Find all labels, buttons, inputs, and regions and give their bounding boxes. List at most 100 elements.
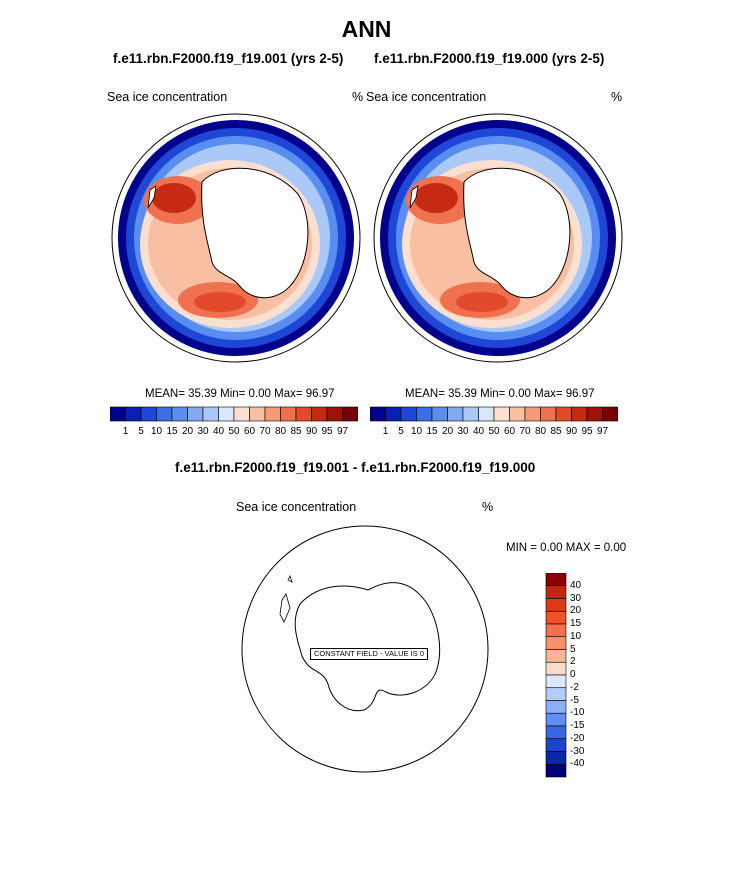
- colorbar-swatch: [509, 406, 526, 422]
- panel-1-stats: MEAN= 35.39 Min= 0.00 Max= 96.97: [145, 388, 335, 400]
- diff-colorbar-swatch: [545, 700, 567, 714]
- colorbar-swatch: [478, 406, 495, 422]
- colorbar-swatch: [524, 406, 541, 422]
- panel-1-colorbar-labels: 1 5 10 15 20 30 40 50 60 70 80 85 90 95 97: [110, 426, 358, 440]
- colorbar-tick-label: 70: [259, 426, 271, 437]
- colorbar-swatch: [540, 406, 557, 422]
- colorbar-tick-label: 20: [441, 426, 454, 437]
- colorbar-tick-label: 85: [290, 426, 302, 437]
- diff-colorbar-tick-label: 0: [570, 669, 576, 680]
- diff-colorbar-tick-label: -5: [570, 694, 579, 706]
- colorbar-tick-label: 40: [212, 426, 225, 437]
- panel-2-variable-label: Sea ice concentration: [366, 90, 487, 104]
- panel-2-stats: MEAN= 35.39 Min= 0.00 Max= 96.97: [405, 388, 595, 400]
- colorbar-tick-label: 30: [197, 426, 209, 437]
- colorbar-swatch: [555, 406, 572, 422]
- colorbar-tick-label: 20: [181, 426, 194, 437]
- diff-colorbar-swatch: [545, 610, 567, 625]
- diff-colorbar-swatch: [545, 573, 567, 587]
- colorbar-tick-label: 95: [581, 426, 593, 437]
- colorbar-swatch: [586, 406, 603, 422]
- colorbar-swatch: [311, 406, 328, 422]
- colorbar-swatch: [264, 406, 281, 422]
- diff-variable-label: Sea ice concentration: [236, 500, 357, 514]
- colorbar-swatch: [187, 406, 204, 422]
- diff-colorbar-swatch: [545, 751, 567, 765]
- diff-colorbar-tick-label: 10: [570, 630, 582, 642]
- page-title: ANN: [341, 16, 392, 42]
- constant-field-note: CONSTANT FIELD - VALUE IS 0: [310, 648, 429, 660]
- colorbar-swatch: [280, 406, 297, 422]
- colorbar-tick-label: 15: [166, 426, 178, 437]
- colorbar-swatch: [171, 406, 188, 422]
- colorbar-tick-label: 95: [321, 426, 333, 437]
- colorbar-tick-label: 1: [122, 426, 129, 437]
- colorbar-swatch: [431, 406, 448, 422]
- colorbar-tick-label: 10: [410, 426, 423, 437]
- colorbar-swatch: [326, 406, 343, 422]
- diff-colorbar-swatch: [545, 585, 567, 599]
- colorbar-tick-label: 1: [382, 426, 389, 437]
- diff-units-label: %: [482, 500, 494, 514]
- colorbar-swatch: [218, 406, 235, 422]
- colorbar-tick-label: 90: [305, 426, 318, 437]
- colorbar-swatch: [370, 406, 386, 422]
- diff-title: f.e11.rbn.F2000.f19_f19.001 - f.e11.rbn.…: [175, 460, 536, 475]
- diff-colorbar-tick-label: 5: [570, 643, 576, 655]
- diff-colorbar-tick-label: -20: [570, 732, 585, 744]
- colorbar-swatch: [400, 406, 417, 422]
- colorbar-tick-label: 10: [150, 426, 163, 437]
- colorbar-tick-label: 30: [457, 426, 469, 437]
- colorbar-swatch: [602, 406, 618, 422]
- colorbar-tick-label: 5: [398, 426, 404, 437]
- panel-1-colorbar: [110, 406, 358, 422]
- diff-colorbar-tick-label: 40: [570, 579, 582, 591]
- colorbar-tick-label: 70: [519, 426, 531, 437]
- colorbar-tick-label: 85: [550, 426, 562, 437]
- panel-1-units-label: %: [352, 90, 364, 104]
- diff-colorbar-swatch: [545, 649, 567, 663]
- colorbar-tick-label: 15: [426, 426, 438, 437]
- panel-2-colorbar: [370, 406, 618, 422]
- colorbar-tick-label: 97: [596, 426, 609, 437]
- panel-2-colorbar-labels: 1 5 10 15 20 30 40 50 60 70 80 85 90 95 97: [370, 426, 618, 440]
- colorbar-tick-label: 40: [472, 426, 485, 437]
- colorbar-swatch: [462, 406, 479, 422]
- colorbar-tick-label: 97: [336, 426, 349, 437]
- diff-colorbar-tick-label: 20: [570, 605, 582, 617]
- diff-colorbar-swatch: [545, 687, 567, 701]
- colorbar-tick-label: 60: [503, 426, 516, 437]
- diff-colorbar: [545, 573, 567, 778]
- diff-colorbar-tick-label: -10: [570, 707, 585, 719]
- colorbar-swatch: [416, 406, 433, 422]
- colorbar-swatch: [110, 406, 126, 422]
- diff-colorbar-swatch: [545, 661, 567, 676]
- colorbar-tick-label: 80: [274, 426, 287, 437]
- colorbar-tick-label: 60: [243, 426, 256, 437]
- diff-minmax: MIN = 0.00 MAX = 0.00: [506, 542, 627, 554]
- panel-1-title: f.e11.rbn.F2000.f19_f19.001 (yrs 2-5): [113, 51, 344, 66]
- diff-colorbar-tick-label: 30: [570, 592, 582, 604]
- colorbar-tick-label: 50: [488, 426, 500, 437]
- colorbar-swatch: [233, 406, 250, 422]
- colorbar-swatch: [571, 406, 588, 422]
- colorbar-swatch: [140, 406, 157, 422]
- colorbar-swatch: [249, 406, 266, 422]
- colorbar-tick-label: 5: [138, 426, 144, 437]
- diff-colorbar-swatch: [545, 598, 567, 612]
- panel-2-polar-map: [373, 113, 623, 363]
- diff-colorbar-swatch: [545, 738, 567, 752]
- colorbar-tick-label: 90: [565, 426, 578, 437]
- panel-1-polar-map: [111, 113, 361, 363]
- diff-colorbar-swatch: [545, 725, 567, 740]
- diff-colorbar-swatch: [545, 763, 567, 778]
- diff-colorbar-tick-label: 15: [570, 618, 582, 629]
- diff-colorbar-tick-label: -2: [570, 681, 579, 693]
- diff-colorbar-tick-label: -30: [570, 745, 585, 757]
- panel-2-title: f.e11.rbn.F2000.f19_f19.000 (yrs 2-5): [374, 51, 605, 66]
- panel-2-units-label: %: [611, 90, 623, 104]
- diff-colorbar-swatch: [545, 712, 567, 727]
- diff-colorbar-labels: 40 30 20 15 10 5 2 0 -2 -5 -10 -15 -20 -30 -40: [570, 573, 610, 778]
- colorbar-swatch: [493, 406, 510, 422]
- colorbar-swatch: [342, 406, 358, 422]
